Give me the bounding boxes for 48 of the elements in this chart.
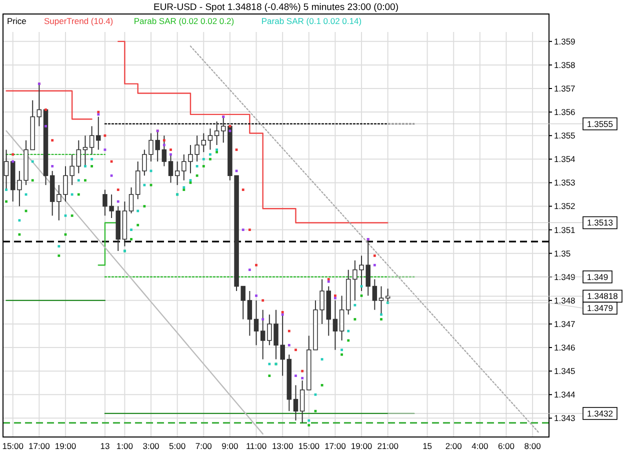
x-tick-label: 13 [100, 441, 110, 451]
y-tick-label: 1.347 [554, 318, 576, 329]
chart-title: EUR-USD - Spot 1.34818 (-0.48%) 5 minutes 23:00 (0:00) [153, 2, 399, 13]
annotation: 1.349 [586, 272, 608, 282]
text: Parab SAR (0.1 0.02 0.14) [261, 16, 362, 26]
y-tick-label: 1.359 [554, 36, 576, 46]
x-tick-label: 17:00 [28, 441, 50, 451]
x-tick-label: 13:00 [272, 441, 294, 451]
x-tick-label: 21:00 [377, 441, 399, 451]
text: Parab SAR (0.02 0.02 0.2) [134, 16, 234, 26]
x-tick-label: 2:00 [445, 441, 462, 451]
y-tick-label: 1.343 [554, 413, 576, 424]
series-label: SuperTrend (10.4) [44, 16, 114, 26]
y-tick-label: 1.345 [554, 366, 576, 376]
x-tick-label: 19:00 [54, 441, 76, 451]
annotation: 1.3555 [587, 118, 614, 129]
x-tick-label: 6:00 [498, 441, 515, 451]
x-tick-label: 1:00 [116, 441, 134, 451]
x-tick-label: 3:00 [142, 441, 160, 451]
y-tick-label: 1.351 [554, 224, 576, 235]
x-tick-label: 9:00 [222, 441, 238, 451]
x-tick-label: 15:00 [2, 441, 24, 451]
x-tick-label: 5:00 [169, 441, 186, 451]
y-tick-label: 1.353 [554, 178, 576, 188]
y-tick-label: 1.354 [554, 154, 576, 164]
y-tick-label: 1.348 [554, 295, 576, 306]
y-tick-label: 1.356 [554, 107, 576, 118]
y-tick-label: 1.357 [554, 83, 576, 94]
x-tick-label: 8:00 [524, 441, 542, 451]
legend-title: Price [7, 16, 27, 26]
x-tick-label: 7:00 [195, 441, 212, 451]
y-tick-label: 1.344 [554, 390, 576, 400]
annotation: 1.3479 [587, 303, 614, 314]
y-tick-label: 1.346 [554, 342, 576, 352]
x-tick-label: 11:00 [246, 441, 267, 451]
y-tick-label: 1.358 [554, 60, 576, 70]
annotation: 1.34818 [587, 291, 618, 302]
x-tick-label: 15:00 [298, 441, 320, 451]
annotation: 1.3513 [587, 218, 614, 228]
y-tick-label: 1.35 [554, 248, 571, 258]
x-tick-label: 4:00 [472, 441, 488, 451]
x-tick-label: 17:00 [324, 441, 346, 451]
y-tick-label: 1.349 [554, 272, 576, 282]
y-tick-label: 1.352 [554, 201, 576, 212]
x-tick-label: 15 [422, 441, 432, 451]
y-tick-label: 1.355 [554, 130, 576, 141]
x-tick-label: 19:00 [350, 441, 372, 451]
annotation: 1.3432 [587, 408, 614, 418]
